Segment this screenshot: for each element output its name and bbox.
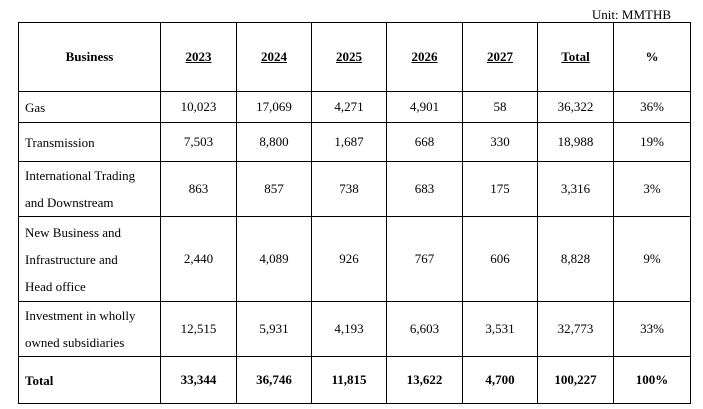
value-cell: 58 (462, 91, 538, 123)
value-cell: 4,089 (236, 216, 312, 302)
value-cell: 857 (236, 161, 312, 217)
value-cell: 3% (613, 161, 691, 217)
business-line: Gas (25, 99, 46, 115)
value-cell: 36,746 (236, 356, 312, 404)
value-cell: 11,815 (311, 356, 387, 404)
table-body: Gas 10,023 17,069 4,271 4,901 58 36,322 36% Tran… (18, 91, 691, 404)
header-cell: 2026 (386, 22, 463, 92)
business-cell: New Business and Infrastructure and Head o… (18, 216, 161, 302)
value-cell: 19% (613, 122, 691, 162)
value-cell: 8,828 (537, 216, 614, 302)
business-line: Investment in wholly (25, 308, 136, 323)
value-cell: 3,531 (462, 301, 538, 357)
business-line: Infrastructure and (25, 251, 118, 267)
value-cell: 1,687 (311, 122, 387, 162)
value-cell: 36% (613, 91, 691, 123)
business-cell: Transmission (18, 122, 161, 162)
value-cell: 32,773 (537, 301, 614, 357)
value-cell: 330 (462, 122, 538, 162)
value-cell: 4,700 (462, 356, 538, 404)
business-line: Transmission (25, 134, 95, 150)
value-cell: 33% (613, 301, 691, 357)
header-cell: 2023 (160, 22, 237, 92)
header-row: Business 2023 2024 2025 2026 2027 Total% (18, 22, 691, 92)
table-row: International Trading and Downstream 863 85… (18, 161, 691, 217)
value-cell: 36,322 (537, 91, 614, 123)
business-cell: International Trading and Downstream (18, 161, 161, 217)
value-cell: 4,193 (311, 301, 387, 357)
investment-table: Business 2023 2024 2025 2026 2027 Total% Gas 10… (18, 22, 691, 404)
business-line: Head office (25, 278, 86, 294)
table-row: Investment in wholly owned subsidiaries 12… (18, 301, 691, 357)
value-cell: 738 (311, 161, 387, 217)
value-cell: 10,023 (160, 91, 237, 123)
table-row: Gas 10,023 17,069 4,271 4,901 58 36,322 36% (18, 91, 691, 123)
header-cell: % (613, 22, 691, 92)
business-line: Total (25, 372, 54, 388)
value-cell: 683 (386, 161, 463, 217)
header-cell: Total (537, 22, 614, 92)
header-cell: 2025 (311, 22, 387, 92)
value-cell: 13,622 (386, 356, 463, 404)
value-cell: 100,227 (537, 356, 614, 404)
header-cell: 2024 (236, 22, 312, 92)
business-line: and Downstream (25, 195, 114, 210)
value-cell: 767 (386, 216, 463, 302)
table-row: Total 33,344 36,746 11,815 13,622 4,700 100,22… (18, 356, 691, 404)
value-cell: 926 (311, 216, 387, 302)
business-line: owned subsidiaries (25, 335, 125, 350)
value-cell: 3,316 (537, 161, 614, 217)
table-row: Transmission 7,503 8,800 1,687 668 330 18,988 1… (18, 122, 691, 162)
value-cell: 175 (462, 161, 538, 217)
value-cell: 4,901 (386, 91, 463, 123)
value-cell: 2,440 (160, 216, 237, 302)
value-cell: 7,503 (160, 122, 237, 162)
value-cell: 12,515 (160, 301, 237, 357)
value-cell: 9% (613, 216, 691, 302)
value-cell: 4,271 (311, 91, 387, 123)
value-cell: 33,344 (160, 356, 237, 404)
business-cell: Gas (18, 91, 161, 123)
value-cell: 863 (160, 161, 237, 217)
value-cell: 5,931 (236, 301, 312, 357)
business-cell: Investment in wholly owned subsidiaries (18, 301, 161, 357)
value-cell: 6,603 (386, 301, 463, 357)
business-cell: Total (18, 356, 161, 404)
value-cell: 8,800 (236, 122, 312, 162)
business-line: International Trading (25, 168, 136, 183)
table-row: New Business and Infrastructure and Head o… (18, 216, 691, 302)
business-line: New Business and (25, 224, 122, 240)
value-cell: 17,069 (236, 91, 312, 123)
value-cell: 18,988 (537, 122, 614, 162)
value-cell: 668 (386, 122, 463, 162)
header-cell: 2027 (462, 22, 538, 92)
unit-label: Unit: MMTHB (591, 7, 671, 22)
header-cell: Business (18, 22, 161, 92)
value-cell: 606 (462, 216, 538, 302)
value-cell: 100% (613, 356, 691, 404)
